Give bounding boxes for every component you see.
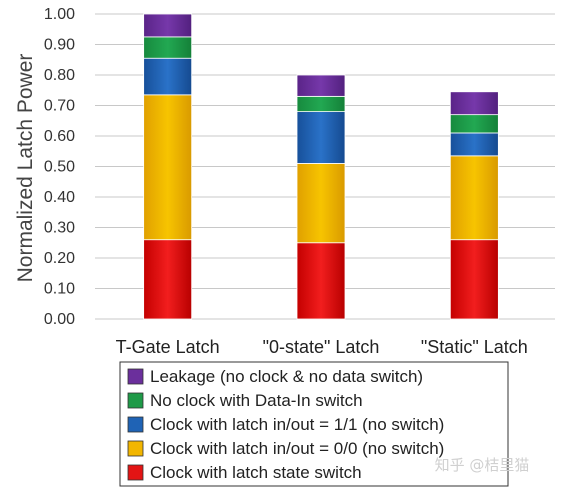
legend-box: [119, 361, 509, 487]
legend-swatch: [127, 392, 144, 409]
bar-segment: [143, 36, 193, 59]
bar-segment: [143, 94, 193, 241]
bar-segment: [296, 95, 346, 112]
x-category-label: T-Gate Latch: [116, 337, 220, 357]
y-tick-label: 0.60: [44, 128, 75, 145]
bar-segment: [143, 13, 193, 38]
legend-label: Clock with latch in/out = 0/0 (no switch…: [150, 439, 444, 458]
legend-label: Clock with latch state switch: [150, 463, 362, 482]
x-axis-categories: T-Gate Latch "0-state" Latch "Static" Latc…: [116, 337, 528, 357]
bar-segment: [296, 163, 346, 244]
x-category-label: "0-state" Latch: [263, 337, 380, 357]
y-tick-label: 0.90: [44, 37, 75, 54]
y-tick-label: 0.00: [44, 311, 75, 328]
y-axis-title: Normalized Latch Power: [14, 54, 37, 283]
y-tick-label: 0.40: [44, 189, 75, 206]
bar-segment: [449, 91, 499, 116]
bar-segment: [143, 239, 193, 320]
legend-swatch: [127, 416, 144, 433]
y-tick-label: 0.50: [44, 159, 75, 176]
y-tick-label: 1.00: [44, 6, 75, 23]
bar-segment: [296, 74, 346, 97]
bar-segment: [449, 155, 499, 241]
bar-segment: [296, 111, 346, 164]
y-tick-label: 0.30: [44, 220, 75, 237]
legend-swatch: [127, 440, 144, 457]
bars: [143, 13, 499, 320]
bar-segment: [296, 242, 346, 320]
y-tick-label: 0.80: [44, 67, 75, 84]
legend-swatch: [127, 368, 144, 385]
legend-label: Clock with latch in/out = 1/1 (no switch…: [150, 415, 444, 434]
bar-segment: [449, 132, 499, 157]
legend-swatch: [127, 464, 144, 481]
y-axis-ticks: 0.00 0.10 0.20 0.30 0.40 0.50 0.60 0.70 0.80 0.90…: [44, 6, 75, 328]
legend-label: No clock with Data-In switch: [150, 391, 363, 410]
bar-segment: [449, 239, 499, 320]
x-category-label: "Static" Latch: [421, 337, 528, 357]
y-tick-label: 0.70: [44, 98, 75, 115]
legend: Leakage (no clock & no data switch) No cl…: [119, 361, 509, 487]
bar-segment: [143, 57, 193, 96]
watermark: 知乎 @桔里猫: [435, 456, 530, 474]
legend-label: Leakage (no clock & no data switch): [150, 367, 423, 386]
y-tick-label: 0.10: [44, 281, 75, 298]
y-tick-label: 0.20: [44, 250, 75, 267]
bar-segment: [449, 114, 499, 134]
